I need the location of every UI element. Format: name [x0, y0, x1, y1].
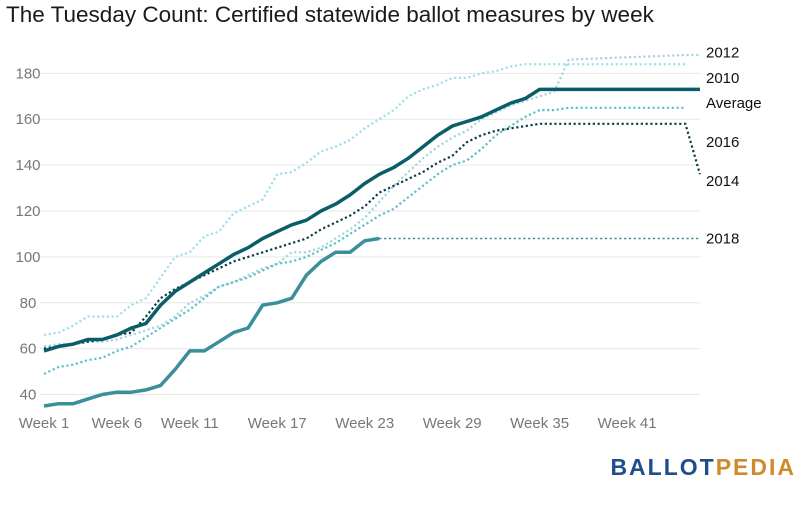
series-2018-line	[43, 236, 380, 408]
x-tick-label: Week 17	[248, 415, 307, 432]
y-tick-label: 100	[15, 249, 40, 266]
x-tick-label: Week 29	[423, 415, 482, 432]
chart-title: The Tuesday Count: Certified statewide b…	[6, 2, 654, 27]
series-2010-line	[43, 53, 700, 348]
series-label-2014: 2014	[706, 173, 739, 190]
series-label-2018: 2018	[706, 231, 739, 248]
y-axis-ticks: 40 60 80 100 120 140 160 180	[15, 65, 40, 403]
gridlines	[40, 72, 700, 396]
series-2014-line	[43, 122, 702, 350]
x-tick-label: Week 1	[19, 415, 70, 432]
x-axis-ticks: Week 1 Week 6 Week 11 Week 17 Week 23 Week 29…	[19, 415, 657, 432]
series-label-2012: 2012	[706, 45, 739, 62]
y-tick-label: 120	[15, 203, 40, 220]
y-tick-label: 40	[20, 387, 37, 404]
y-tick-label: 180	[15, 65, 40, 82]
y-tick-label: 80	[20, 295, 37, 312]
x-tick-label: Week 41	[598, 415, 657, 432]
x-tick-label: Week 11	[161, 415, 219, 432]
series-label-2010: 2010	[706, 70, 739, 87]
series-end-labels: 2012 2010 Average 2016 2014 2018	[706, 45, 762, 248]
series-2016-line	[43, 106, 686, 375]
series-2012-line	[43, 63, 686, 336]
ballotpedia-logo: BALLOTPEDIA	[610, 454, 796, 481]
x-tick-label: Week 23	[335, 415, 394, 432]
logo-pedia-text: PEDIA	[715, 454, 796, 480]
y-tick-label: 160	[15, 111, 40, 128]
x-tick-label: Week 6	[92, 415, 143, 432]
series-label-2016: 2016	[706, 134, 739, 151]
series-lines	[43, 53, 702, 408]
y-tick-label: 60	[20, 341, 37, 358]
y-tick-label: 140	[15, 157, 40, 174]
logo-ballot-text: BALLOT	[610, 454, 716, 480]
series-average-line	[43, 87, 700, 353]
x-tick-label: Week 35	[510, 415, 569, 432]
series-label-average: Average	[706, 95, 762, 112]
